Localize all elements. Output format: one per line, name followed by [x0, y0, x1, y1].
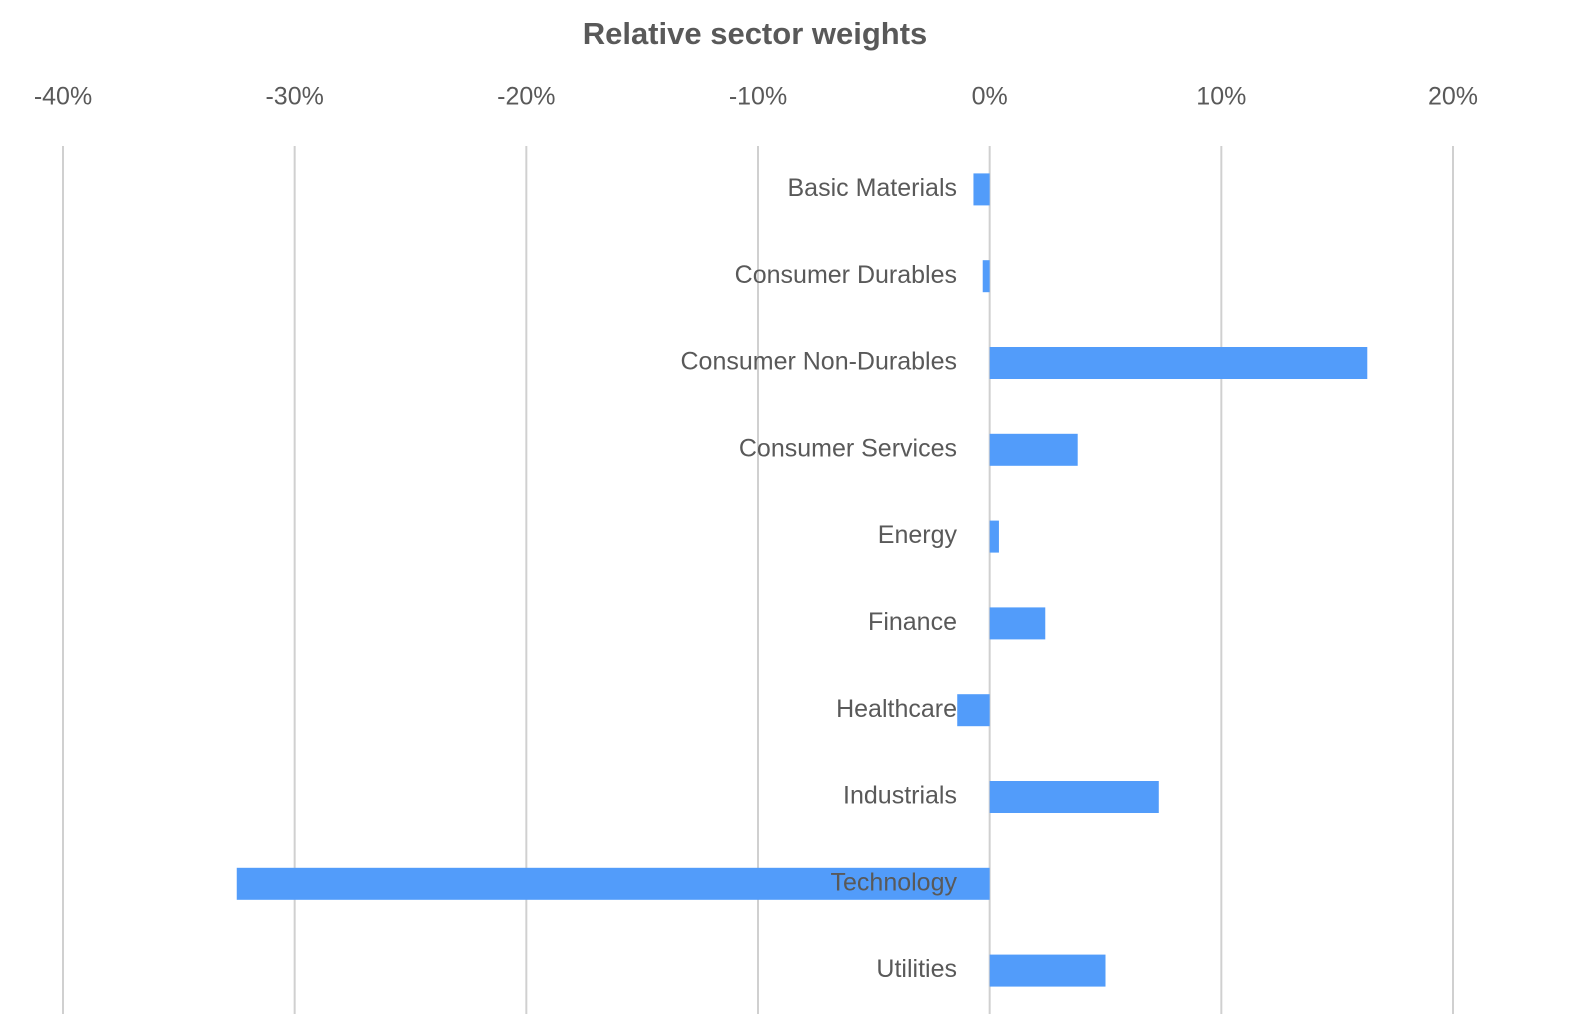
- bar: [236, 867, 990, 900]
- y-tick-label: Industrials: [843, 782, 957, 810]
- x-tick-label: 0%: [972, 83, 1008, 111]
- x-tick-label: 20%: [1428, 83, 1478, 111]
- y-tick-label: Technology: [831, 868, 958, 896]
- y-tick-label: Healthcare: [836, 695, 957, 723]
- bar: [957, 694, 990, 727]
- bar: [989, 347, 1368, 379]
- bar: [973, 173, 990, 206]
- x-tick-label: -10%: [729, 83, 787, 111]
- y-tick-label: Consumer Non-Durables: [680, 348, 957, 376]
- bar: [989, 433, 1078, 466]
- y-tick-label: Utilities: [876, 955, 957, 983]
- x-tick-label: -30%: [265, 83, 323, 111]
- bar: [989, 781, 1159, 813]
- y-tick-label: Consumer Services: [739, 434, 957, 462]
- x-tick-label: -20%: [497, 83, 555, 111]
- bar: [989, 607, 1046, 640]
- bar: [989, 520, 999, 553]
- y-tick-label: Finance: [868, 608, 957, 636]
- x-tick-label: -40%: [34, 83, 92, 111]
- bar: [989, 954, 1106, 987]
- y-tick-label: Consumer Durables: [735, 261, 957, 289]
- y-tick-label: Energy: [878, 521, 958, 549]
- chart-title: Relative sector weights: [583, 16, 928, 51]
- y-tick-label: Basic Materials: [788, 174, 958, 202]
- bar: [982, 260, 990, 293]
- x-tick-label: 10%: [1196, 83, 1246, 111]
